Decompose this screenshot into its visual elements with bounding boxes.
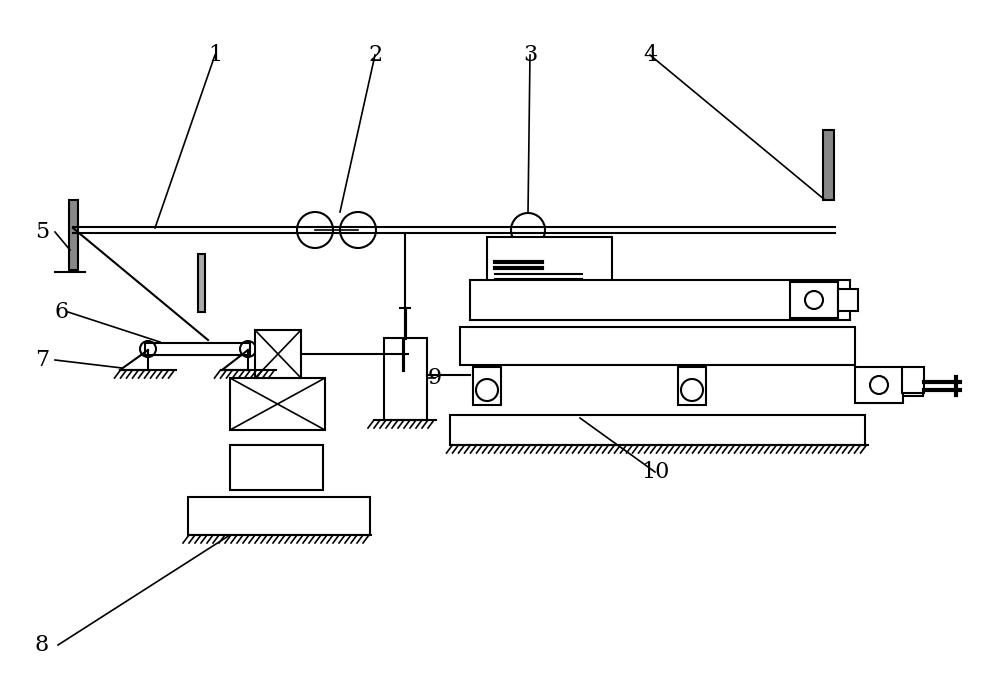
Text: 8: 8 <box>35 634 49 656</box>
Bar <box>460 327 855 365</box>
Text: 1: 1 <box>208 44 222 66</box>
Bar <box>384 338 427 420</box>
Bar <box>823 130 834 200</box>
Text: 10: 10 <box>641 461 669 483</box>
Bar <box>145 343 250 355</box>
Bar <box>255 330 301 378</box>
Bar <box>678 367 706 405</box>
Bar <box>855 367 903 403</box>
Bar <box>790 282 838 318</box>
Text: 6: 6 <box>55 301 69 323</box>
Bar <box>902 367 924 393</box>
Text: 7: 7 <box>35 349 49 371</box>
Text: 9: 9 <box>428 367 442 389</box>
Bar <box>450 415 865 445</box>
Text: 4: 4 <box>643 44 657 66</box>
Bar <box>188 497 370 535</box>
Bar <box>470 280 850 320</box>
Text: 5: 5 <box>35 221 49 243</box>
Bar <box>487 237 612 285</box>
Bar <box>198 254 205 312</box>
Bar <box>473 367 501 405</box>
Text: 3: 3 <box>523 44 537 66</box>
Bar <box>69 200 78 270</box>
Bar <box>903 374 923 396</box>
Bar <box>838 289 858 311</box>
Text: 2: 2 <box>368 44 382 66</box>
Bar <box>230 445 323 490</box>
Bar <box>230 378 325 430</box>
